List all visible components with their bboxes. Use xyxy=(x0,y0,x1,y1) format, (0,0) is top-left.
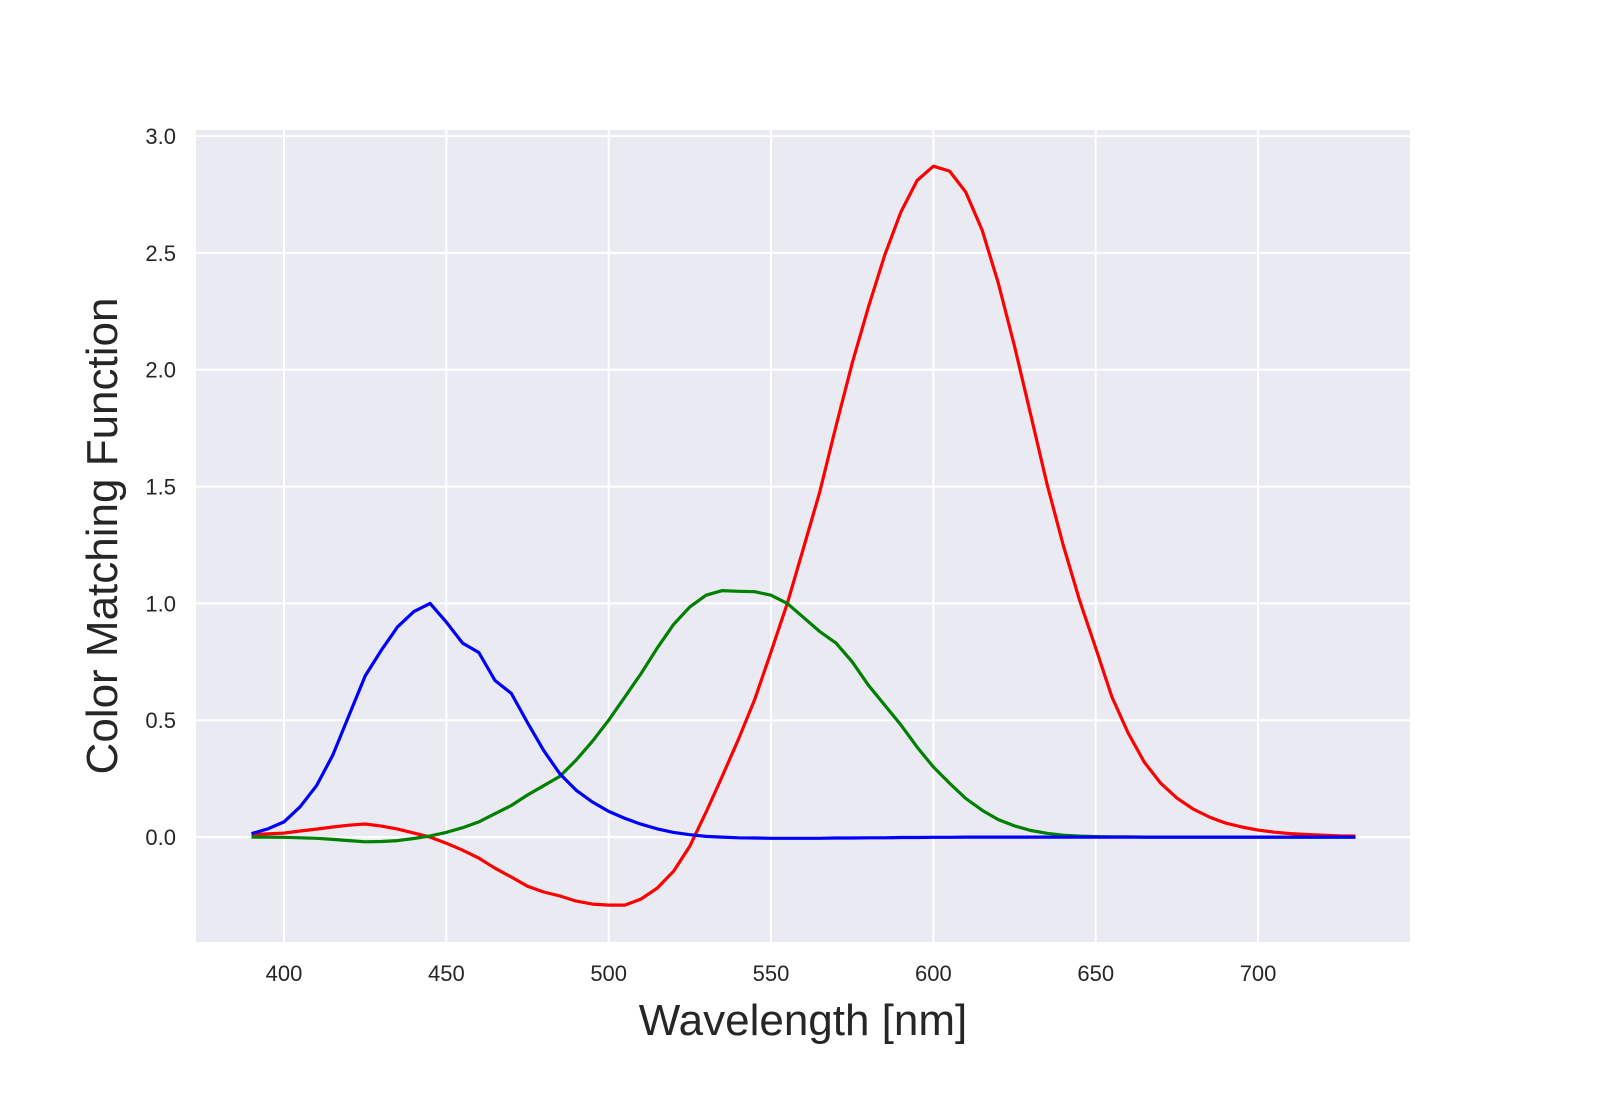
x-tick-label: 600 xyxy=(915,961,952,986)
y-axis-label: Color Matching Function xyxy=(78,298,127,775)
x-tick-label: 500 xyxy=(590,961,627,986)
x-tick-label: 450 xyxy=(428,961,465,986)
x-tick-label: 700 xyxy=(1240,961,1277,986)
y-tick-label: 3.0 xyxy=(145,124,176,149)
y-tick-label: 2.5 xyxy=(145,241,176,266)
y-tick-label: 0.5 xyxy=(145,708,176,733)
red-series-line xyxy=(251,164,1356,907)
y-tick-labels: 0.0 0.5 1.0 1.5 2.0 2.5 3.0 xyxy=(145,124,176,850)
blue-series-line xyxy=(251,601,1356,840)
y-tick-label: 2.0 xyxy=(145,358,176,383)
x-tick-label: 550 xyxy=(753,961,790,986)
series-lines xyxy=(251,164,1356,907)
grid xyxy=(196,130,1410,942)
x-tick-label: 400 xyxy=(266,961,303,986)
x-tick-labels: 400 450 500 550 600 650 700 xyxy=(266,961,1277,986)
plot-background xyxy=(196,130,1410,942)
y-tick-label: 1.5 xyxy=(145,475,176,500)
y-tick-label: 1.0 xyxy=(145,591,176,616)
y-tick-label: 0.0 xyxy=(145,825,176,850)
x-axis-label: Wavelength [nm] xyxy=(639,996,968,1045)
x-tick-label: 650 xyxy=(1077,961,1114,986)
